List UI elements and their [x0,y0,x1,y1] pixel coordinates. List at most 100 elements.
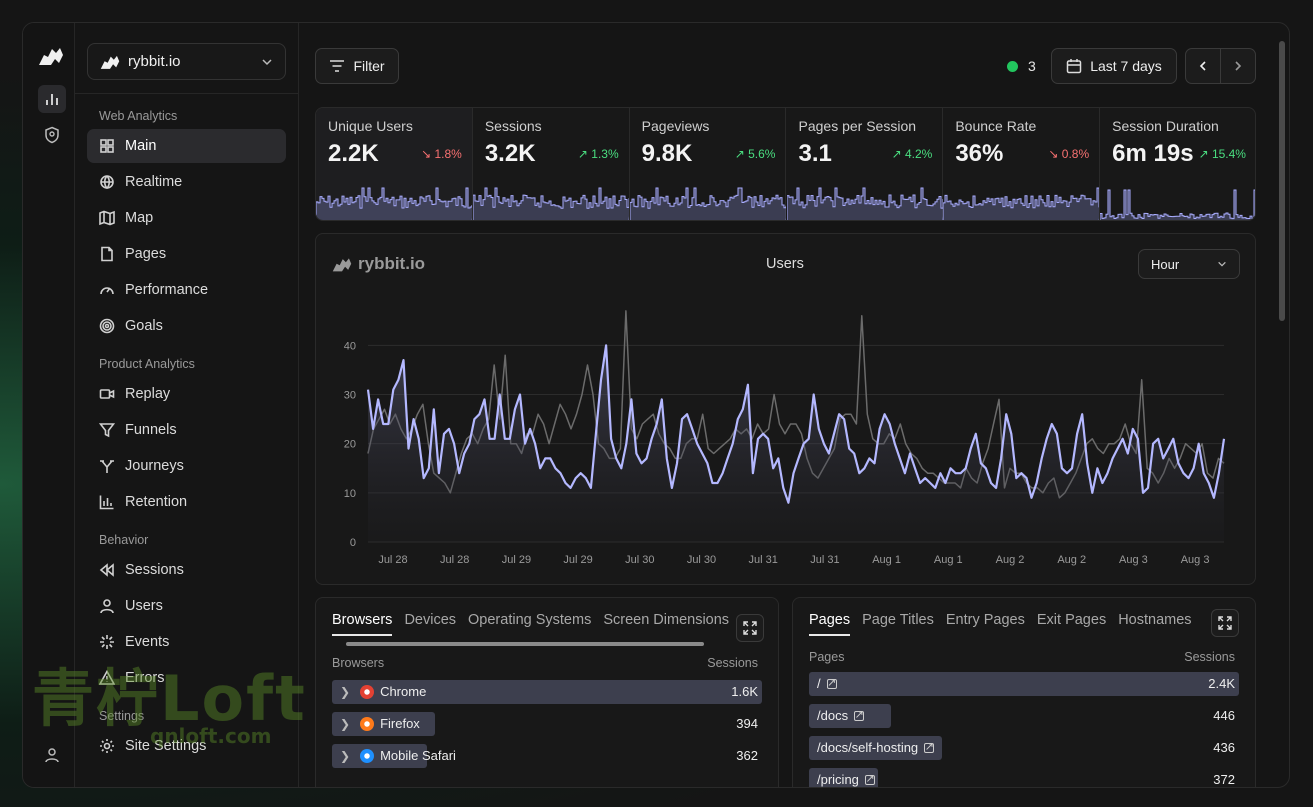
share-bar [332,712,436,736]
sidebar-item-main[interactable]: Main [87,129,286,163]
tab-pages[interactable]: Pages [809,612,851,636]
tab-screen-dimensions[interactable]: Screen Dimensions [603,612,730,628]
sidebar-item-errors[interactable]: Errors [87,661,286,695]
tabs-scrollbar[interactable] [346,642,704,646]
bar-chart-icon [99,495,114,510]
stat-label: Pages per Session [798,118,917,134]
sparkle-icon [100,635,114,649]
rybbit-logo-icon[interactable] [38,45,64,67]
tab-browsers[interactable]: Browsers [332,612,393,636]
rybbit-logo-icon [332,257,352,271]
trend-down-icon: ↘ [421,147,435,161]
sidebar-item-journeys[interactable]: Journeys [87,449,286,483]
next-period-button[interactable] [1220,48,1256,84]
tab-operating-systems[interactable]: Operating Systems [468,612,592,628]
chevron-right-icon[interactable]: ❯ [340,684,351,699]
table-row[interactable]: /docs/self-hosting ↗ 436 [809,736,1239,760]
chevron-right-icon[interactable]: ❯ [340,716,351,731]
trend-up-icon: ↗ [1198,147,1212,161]
user-icon [100,599,114,614]
sidebar-item-sessions[interactable]: Sessions [87,553,286,587]
table-row[interactable]: / ↗ 2.4K [809,672,1239,696]
date-range-button[interactable]: Last 7 days [1051,48,1177,84]
row-name: / [817,676,821,691]
table-row[interactable]: ❯ Firefox 394 [332,712,762,736]
table-row[interactable]: ❯ Chrome 1.6K [332,680,762,704]
users-line-chart[interactable]: 0 10 20 30 40 Jul 28 Jul 28 Jul 29 Jul 29 Jul 30 J… [316,234,1257,586]
external-link-icon[interactable]: ↗ [924,741,935,753]
granularity-select[interactable]: Hour [1138,249,1240,279]
sidebar-item-performance[interactable]: Performance [87,273,286,307]
stat-card[interactable]: Pageviews 9.8K ↗ 5.6% [629,108,787,220]
main-scrollbar[interactable] [1279,41,1285,321]
filter-button[interactable]: Filter [315,48,399,84]
granularity-label: Hour [1151,256,1180,272]
pages-panel: Pages Page Titles Entry Pages Exit Pages… [792,597,1256,787]
prev-period-button[interactable] [1185,48,1221,84]
row-name: /docs [817,708,849,723]
y-tick-label: 40 [344,340,356,352]
stat-label: Pageviews [641,118,710,134]
filter-lines-icon [330,60,345,72]
sidebar-item-realtime[interactable]: Realtime [87,165,286,199]
sidebar-item-label: Errors [125,670,165,686]
x-tick-label: Jul 29 [502,554,531,566]
watermark-url: qnloft.com [150,724,272,748]
stat-sparkline [316,187,472,220]
sidebar-item-map[interactable]: Map [87,201,286,235]
tab-page-titles[interactable]: Page Titles [862,612,934,628]
table-row[interactable]: /docs ↗ 446 [809,704,1239,728]
stat-card[interactable]: Bounce Rate 36% ↘ 0.8% [943,108,1101,220]
share-bar [809,704,891,728]
external-link-icon[interactable]: ↗ [864,773,875,785]
sidebar-item-funnels[interactable]: Funnels [87,413,286,447]
account-rail-button[interactable] [38,741,66,769]
table-row[interactable]: ❯ Mobile Safari 362 [332,744,762,768]
target-icon [99,318,115,334]
sidebar-item-label: Journeys [125,458,184,474]
expand-pages-button[interactable] [1211,609,1239,637]
analytics-rail-button[interactable] [38,85,66,113]
chevron-right-icon[interactable]: ❯ [340,748,351,763]
external-link-icon[interactable]: ↗ [826,677,837,689]
table-row[interactable]: /pricing ↗ 372 [809,768,1239,787]
sidebar-item-events[interactable]: Events [87,625,286,659]
sparkline-path [629,187,786,220]
expand-browsers-button[interactable] [736,614,764,642]
safari-icon [360,748,375,763]
sidebar-item-retention[interactable]: Retention [87,485,286,519]
tab-exit-pages[interactable]: Exit Pages [1036,612,1107,628]
row-value: 372 [1213,772,1235,787]
stat-card[interactable]: Unique Users 2.2K ↘ 1.8% [316,108,473,220]
y-tick-label: 30 [344,390,356,402]
sidebar-item-users[interactable]: Users [87,589,286,623]
row-value: 1.6K [731,684,758,699]
video-icon [99,389,115,399]
tab-entry-pages[interactable]: Entry Pages [945,612,1025,628]
sidebar-item-label: Pages [125,246,167,262]
external-link-icon[interactable]: ↗ [854,709,865,721]
stat-card[interactable]: Session Duration 6m 19s ↗ 15.4% [1100,108,1255,220]
x-tick-label: Aug 2 [996,554,1025,566]
icon-rail [23,23,75,787]
filter-label: Filter [353,58,385,74]
shield-rail-button[interactable] [38,121,66,149]
stat-card[interactable]: Pages per Session 3.1 ↗ 4.2% [786,108,944,220]
site-selector[interactable]: rybbit.io [87,43,286,80]
sparkline-path [786,187,943,220]
tab-devices[interactable]: Devices [404,612,457,628]
sidebar-item-label: Performance [125,282,209,298]
sidebar-item-pages[interactable]: Pages [87,237,286,271]
sidebar-item-goals[interactable]: Goals [87,309,286,343]
live-users: 3 [1007,58,1036,74]
stat-card[interactable]: Sessions 3.2K ↗ 1.3% [472,108,630,220]
sidebar-item-replay[interactable]: Replay [87,377,286,411]
tab-hostnames[interactable]: Hostnames [1118,612,1192,628]
stat-value: 36% [955,140,1004,167]
warning-icon [99,670,115,685]
stat-label: Unique Users [328,118,413,134]
sessions-col-label: Sessions [707,656,758,670]
sparkline-path [1100,189,1255,220]
sidebar-item-site-settings[interactable]: Site Settings [87,729,286,763]
live-count: 3 [1028,58,1036,74]
